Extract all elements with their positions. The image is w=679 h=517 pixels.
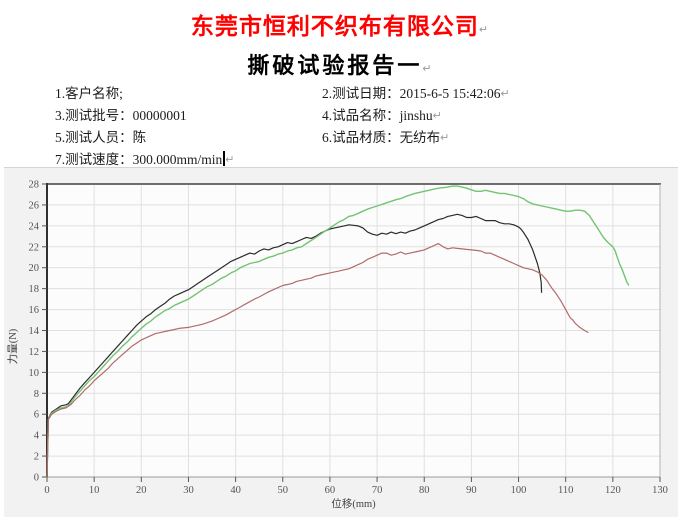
- svg-text:130: 130: [652, 485, 668, 496]
- test-info-fields: 1.客户名称; 2.测试日期：2015-6-5 15:42:06↵ 3.测试批号…: [55, 83, 652, 171]
- svg-text:0: 0: [34, 473, 39, 484]
- field-test-batch: 3.测试批号：00000001: [55, 108, 187, 123]
- gridlines: [47, 184, 660, 477]
- svg-text:60: 60: [325, 485, 336, 496]
- text-cursor: [223, 151, 226, 166]
- svg-text:0: 0: [44, 485, 49, 496]
- report-title-text: 撕破试验报告一: [247, 53, 423, 78]
- svg-text:28: 28: [29, 180, 40, 191]
- y-axis-label: 力量(N): [6, 328, 19, 364]
- field-tester: 5.测试人员：陈: [55, 130, 147, 145]
- svg-text:10: 10: [89, 485, 100, 496]
- svg-text:2: 2: [34, 452, 39, 463]
- paragraph-mark: ↵: [500, 88, 510, 100]
- svg-text:70: 70: [372, 485, 383, 496]
- svg-text:16: 16: [29, 305, 40, 316]
- svg-text:20: 20: [136, 485, 147, 496]
- svg-text:30: 30: [183, 485, 194, 496]
- field-sample-name: 4.试品名称：jinshu↵: [322, 108, 442, 123]
- svg-text:12: 12: [29, 347, 40, 358]
- paragraph-mark: ↵: [440, 132, 450, 144]
- paragraph-mark: ↵: [478, 24, 489, 36]
- series-green: [46, 185, 630, 478]
- series-black: [46, 213, 543, 478]
- chart-panel: 0 2 4 6 8 10 12 14 16 18 20 22 24 26 28 0 10 20 30 40 50 60 70…: [4, 167, 678, 517]
- field-row-4: 7.测试速度：300.000mm/min ↵: [55, 149, 652, 171]
- svg-text:120: 120: [605, 485, 621, 496]
- field-row-2: 3.测试批号：00000001 4.试品名称：jinshu↵: [55, 105, 652, 127]
- report-title: 撕破试验报告一↵: [0, 48, 679, 80]
- company-title: 东莞市恒利不织布有限公司↵: [0, 7, 679, 41]
- svg-text:50: 50: [278, 485, 289, 496]
- test-speed-value[interactable]: 300.000mm/min: [132, 152, 223, 169]
- paragraph-mark: ↵: [422, 63, 432, 75]
- svg-text:40: 40: [230, 485, 241, 496]
- svg-text:20: 20: [29, 263, 40, 274]
- x-axis-label: 位移(mm): [331, 497, 376, 510]
- field-customer-name: 1.客户名称;: [55, 86, 123, 101]
- svg-text:22: 22: [29, 242, 40, 253]
- axis-ticks: [42, 183, 661, 482]
- svg-text:18: 18: [29, 284, 40, 295]
- svg-text:26: 26: [29, 200, 40, 211]
- field-row-3: 5.测试人员：陈 6.试品材质：无纺布↵: [55, 127, 652, 149]
- svg-text:24: 24: [29, 221, 40, 232]
- svg-text:4: 4: [34, 431, 40, 442]
- svg-text:80: 80: [419, 485, 430, 496]
- svg-text:8: 8: [34, 389, 39, 400]
- svg-text:100: 100: [511, 485, 527, 496]
- field-row-1: 1.客户名称; 2.测试日期：2015-6-5 15:42:06↵: [55, 83, 652, 105]
- report-header: 东莞市恒利不织布有限公司↵ 撕破试验报告一↵: [0, 0, 679, 80]
- series-red: [46, 242, 589, 478]
- x-tick-labels: 0 10 20 30 40 50 60 70 80 90 100 110 120 130: [44, 485, 668, 496]
- field-sample-material: 6.试品材质：无纺布↵: [322, 130, 450, 145]
- svg-text:10: 10: [29, 368, 40, 379]
- paragraph-mark: ↵: [225, 154, 235, 166]
- field-test-speed[interactable]: 7.测试速度：300.000mm/min ↵: [55, 151, 235, 169]
- svg-text:110: 110: [558, 485, 573, 496]
- svg-text:14: 14: [29, 326, 40, 337]
- field-test-date: 2.测试日期：2015-6-5 15:42:06↵: [322, 86, 510, 101]
- svg-text:90: 90: [466, 485, 477, 496]
- company-title-text: 东莞市恒利不织布有限公司: [190, 14, 479, 39]
- paragraph-mark: ↵: [432, 110, 442, 122]
- svg-text:6: 6: [34, 410, 39, 421]
